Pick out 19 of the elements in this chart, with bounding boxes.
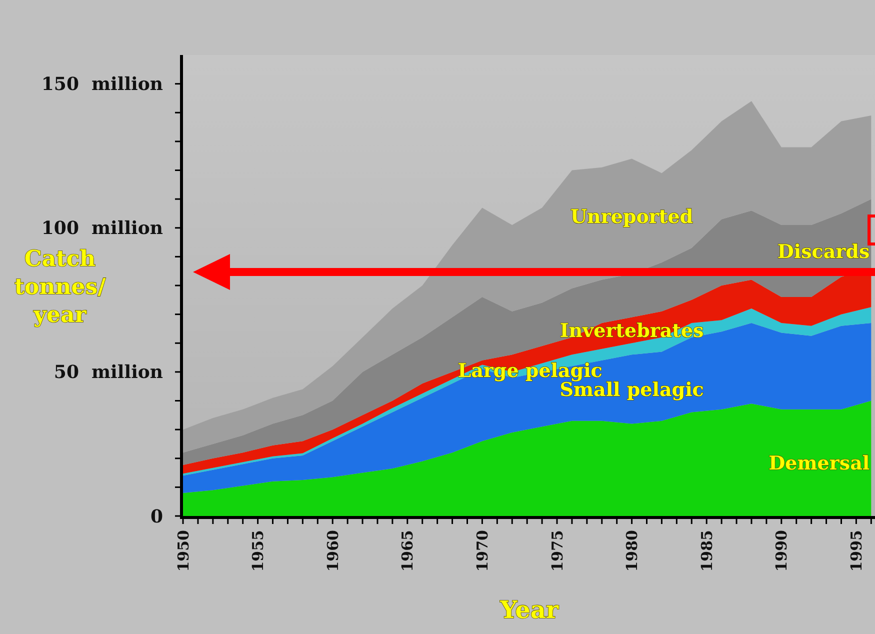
y-tick-label: 100 million [41,218,163,240]
x-tick-label: 1990 [772,530,791,572]
y-axis-title: Catch tonnes/ year [14,246,107,328]
x-tick-label: 1960 [324,530,342,572]
y-tick-label: 50 million [54,362,163,384]
x-tick-label: 1950 [174,530,192,572]
x-tick-label: 1975 [548,530,566,572]
y-tick-label: 150 million [41,74,163,96]
y-tick-label: 0 [150,506,163,528]
series-label: Unreported [570,206,694,228]
x-tick-label: 1985 [698,530,716,572]
x-tick-label: 1970 [473,530,492,572]
x-tick-label: 1965 [398,530,417,572]
series-label: Discards [777,241,870,264]
x-tick-label: 1995 [847,530,866,572]
x-tick-label: 1955 [249,530,268,572]
series-label: Demersal [768,452,870,474]
x-axis-title: Year [499,595,559,624]
x-tick-label: 1980 [623,530,642,572]
